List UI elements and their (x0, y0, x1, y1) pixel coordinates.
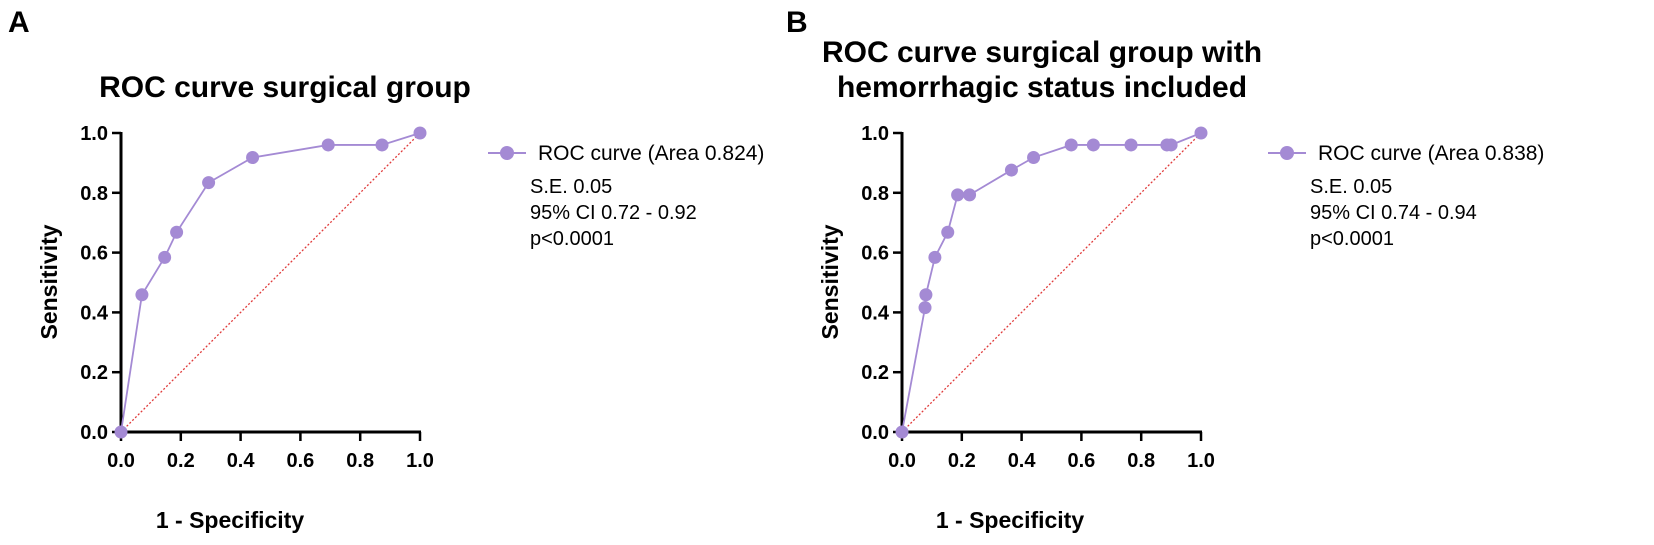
panel-b-roc-line (901, 132, 1202, 433)
panel-b-roc-point (1124, 138, 1138, 152)
panel-b-title-line-1: ROC curve surgical group with (822, 36, 1262, 69)
panel-a-y-tick-label: 0.8 (80, 183, 108, 205)
panel-a-roc-line (120, 132, 421, 433)
panel-b-legend-label: ROC curve (Area 0.838) (1318, 142, 1544, 165)
panel-a-title-line-1: ROC curve surgical group (99, 71, 471, 104)
panel-a-stat-ci: 95% CI 0.72 - 0.92 (530, 202, 697, 224)
panel-b-roc-point (941, 225, 955, 239)
panel-b-stat-se: S.E. 0.05 (1310, 176, 1392, 198)
panel-b-y-tick-label: 0.4 (861, 302, 890, 324)
panel-a-reference-line (120, 132, 421, 433)
panel-a-roc-point (413, 126, 427, 140)
panel-b-title-line-2: hemorrhagic status included (837, 71, 1247, 104)
panel-b-plot: 0.0 0.2 0.4 0.6 0.8 1.0 0.0 0.2 0.4 0.6 0.8 1.0 (861, 123, 1215, 472)
panel-b: B ROC curve surgical group with hemorrha… (786, 6, 1544, 533)
panel-b-roc-point (1194, 126, 1208, 140)
panel-a-roc-point (170, 225, 184, 239)
panel-a-x-tick-label: 0.4 (227, 450, 256, 472)
panel-a-y-axis-title: Sensitivity (36, 224, 62, 339)
panel-b-reference-line (901, 132, 1202, 433)
panel-a-roc-point (246, 151, 260, 165)
panel-a: A ROC curve surgical group 0.00.20.40.60… (8, 6, 764, 533)
panel-b-x-tick-label: 0.8 (1127, 450, 1155, 472)
panel-b-roc-point (1027, 151, 1041, 165)
panel-b-roc-point (963, 188, 977, 202)
panel-b-roc-point (951, 188, 965, 202)
panel-a-y-tick-label: 0.0 (80, 422, 108, 444)
panel-b-y-tick-label: 0.8 (861, 183, 889, 205)
panel-b-y-tick-label: 1.0 (861, 123, 889, 145)
panel-b-y-axis-title: Sensitivity (817, 224, 843, 339)
panel-b-roc-point (1164, 138, 1178, 152)
panel-b-legend: ROC curve (Area 0.838) S.E. 0.05 95% CI … (1268, 142, 1544, 250)
panel-b-legend-marker (1280, 146, 1294, 160)
panel-a-x-tick-label: 0.8 (346, 450, 374, 472)
panel-b-y-tick-label: 0.0 (861, 422, 889, 444)
panel-a-y-tick-label: 0.4 (80, 302, 109, 324)
panel-a-x-tick-label: 1.0 (406, 450, 434, 472)
panel-a-x-tick-label: 0.6 (286, 450, 314, 472)
panel-a-y-tick-label: 0.2 (80, 362, 108, 384)
panel-b-roc-point (1004, 163, 1018, 177)
panel-a-legend: ROC curve (Area 0.824) S.E. 0.05 95% CI … (488, 142, 764, 250)
panel-b-roc-point (928, 250, 942, 264)
panel-a-stat-se: S.E. 0.05 (530, 176, 612, 198)
panel-a-stat-p: p<0.0001 (530, 228, 614, 250)
panel-a-plot: 0.0 0.2 0.4 0.6 0.8 1.0 0.0 0.2 0.4 0.6 0.8 1.0 (80, 123, 434, 472)
panel-b-x-tick-label: 0.6 (1067, 450, 1095, 472)
panel-a-x-tick-label: 0.2 (167, 450, 195, 472)
panel-b-roc-point (918, 301, 932, 315)
panel-b-roc-point (1086, 138, 1100, 152)
panel-b-stat-p: p<0.0001 (1310, 228, 1394, 250)
panel-b-x-tick-label: 0.0 (888, 450, 916, 472)
panel-b-x-tick-label: 1.0 (1187, 450, 1215, 472)
panel-a-roc-point (321, 138, 335, 152)
panel-b-y-tick-label: 0.6 (861, 243, 889, 265)
panel-a-roc-point (135, 288, 149, 302)
panel-b-x-tick-label: 0.2 (948, 450, 976, 472)
panel-a-roc-point (114, 425, 128, 439)
panel-a-y-tick-label: 1.0 (80, 123, 108, 145)
panel-a-y-tick-label: 0.6 (80, 243, 108, 265)
panel-a-x-axis-title: 1 - Specificity (156, 507, 304, 533)
panel-a-label: A (8, 6, 30, 39)
panel-b-y-tick-label: 0.2 (861, 362, 889, 384)
panel-b-roc-point (1064, 138, 1078, 152)
panel-b-roc-point (895, 425, 909, 439)
panel-b-roc-point (919, 288, 933, 302)
panel-a-legend-marker (500, 146, 514, 160)
panel-a-roc-point (375, 138, 389, 152)
panel-a-roc-point (158, 250, 172, 264)
panel-a-legend-label: ROC curve (Area 0.824) (538, 142, 764, 165)
panel-b-stat-ci: 95% CI 0.74 - 0.94 (1310, 202, 1477, 224)
panel-b-x-tick-label: 0.4 (1008, 450, 1037, 472)
panel-b-x-axis-title: 1 - Specificity (936, 507, 1084, 533)
panel-a-x-tick-label: 0.0 (107, 450, 135, 472)
panel-b-label: B (786, 6, 808, 39)
panel-a-roc-point (202, 176, 216, 190)
